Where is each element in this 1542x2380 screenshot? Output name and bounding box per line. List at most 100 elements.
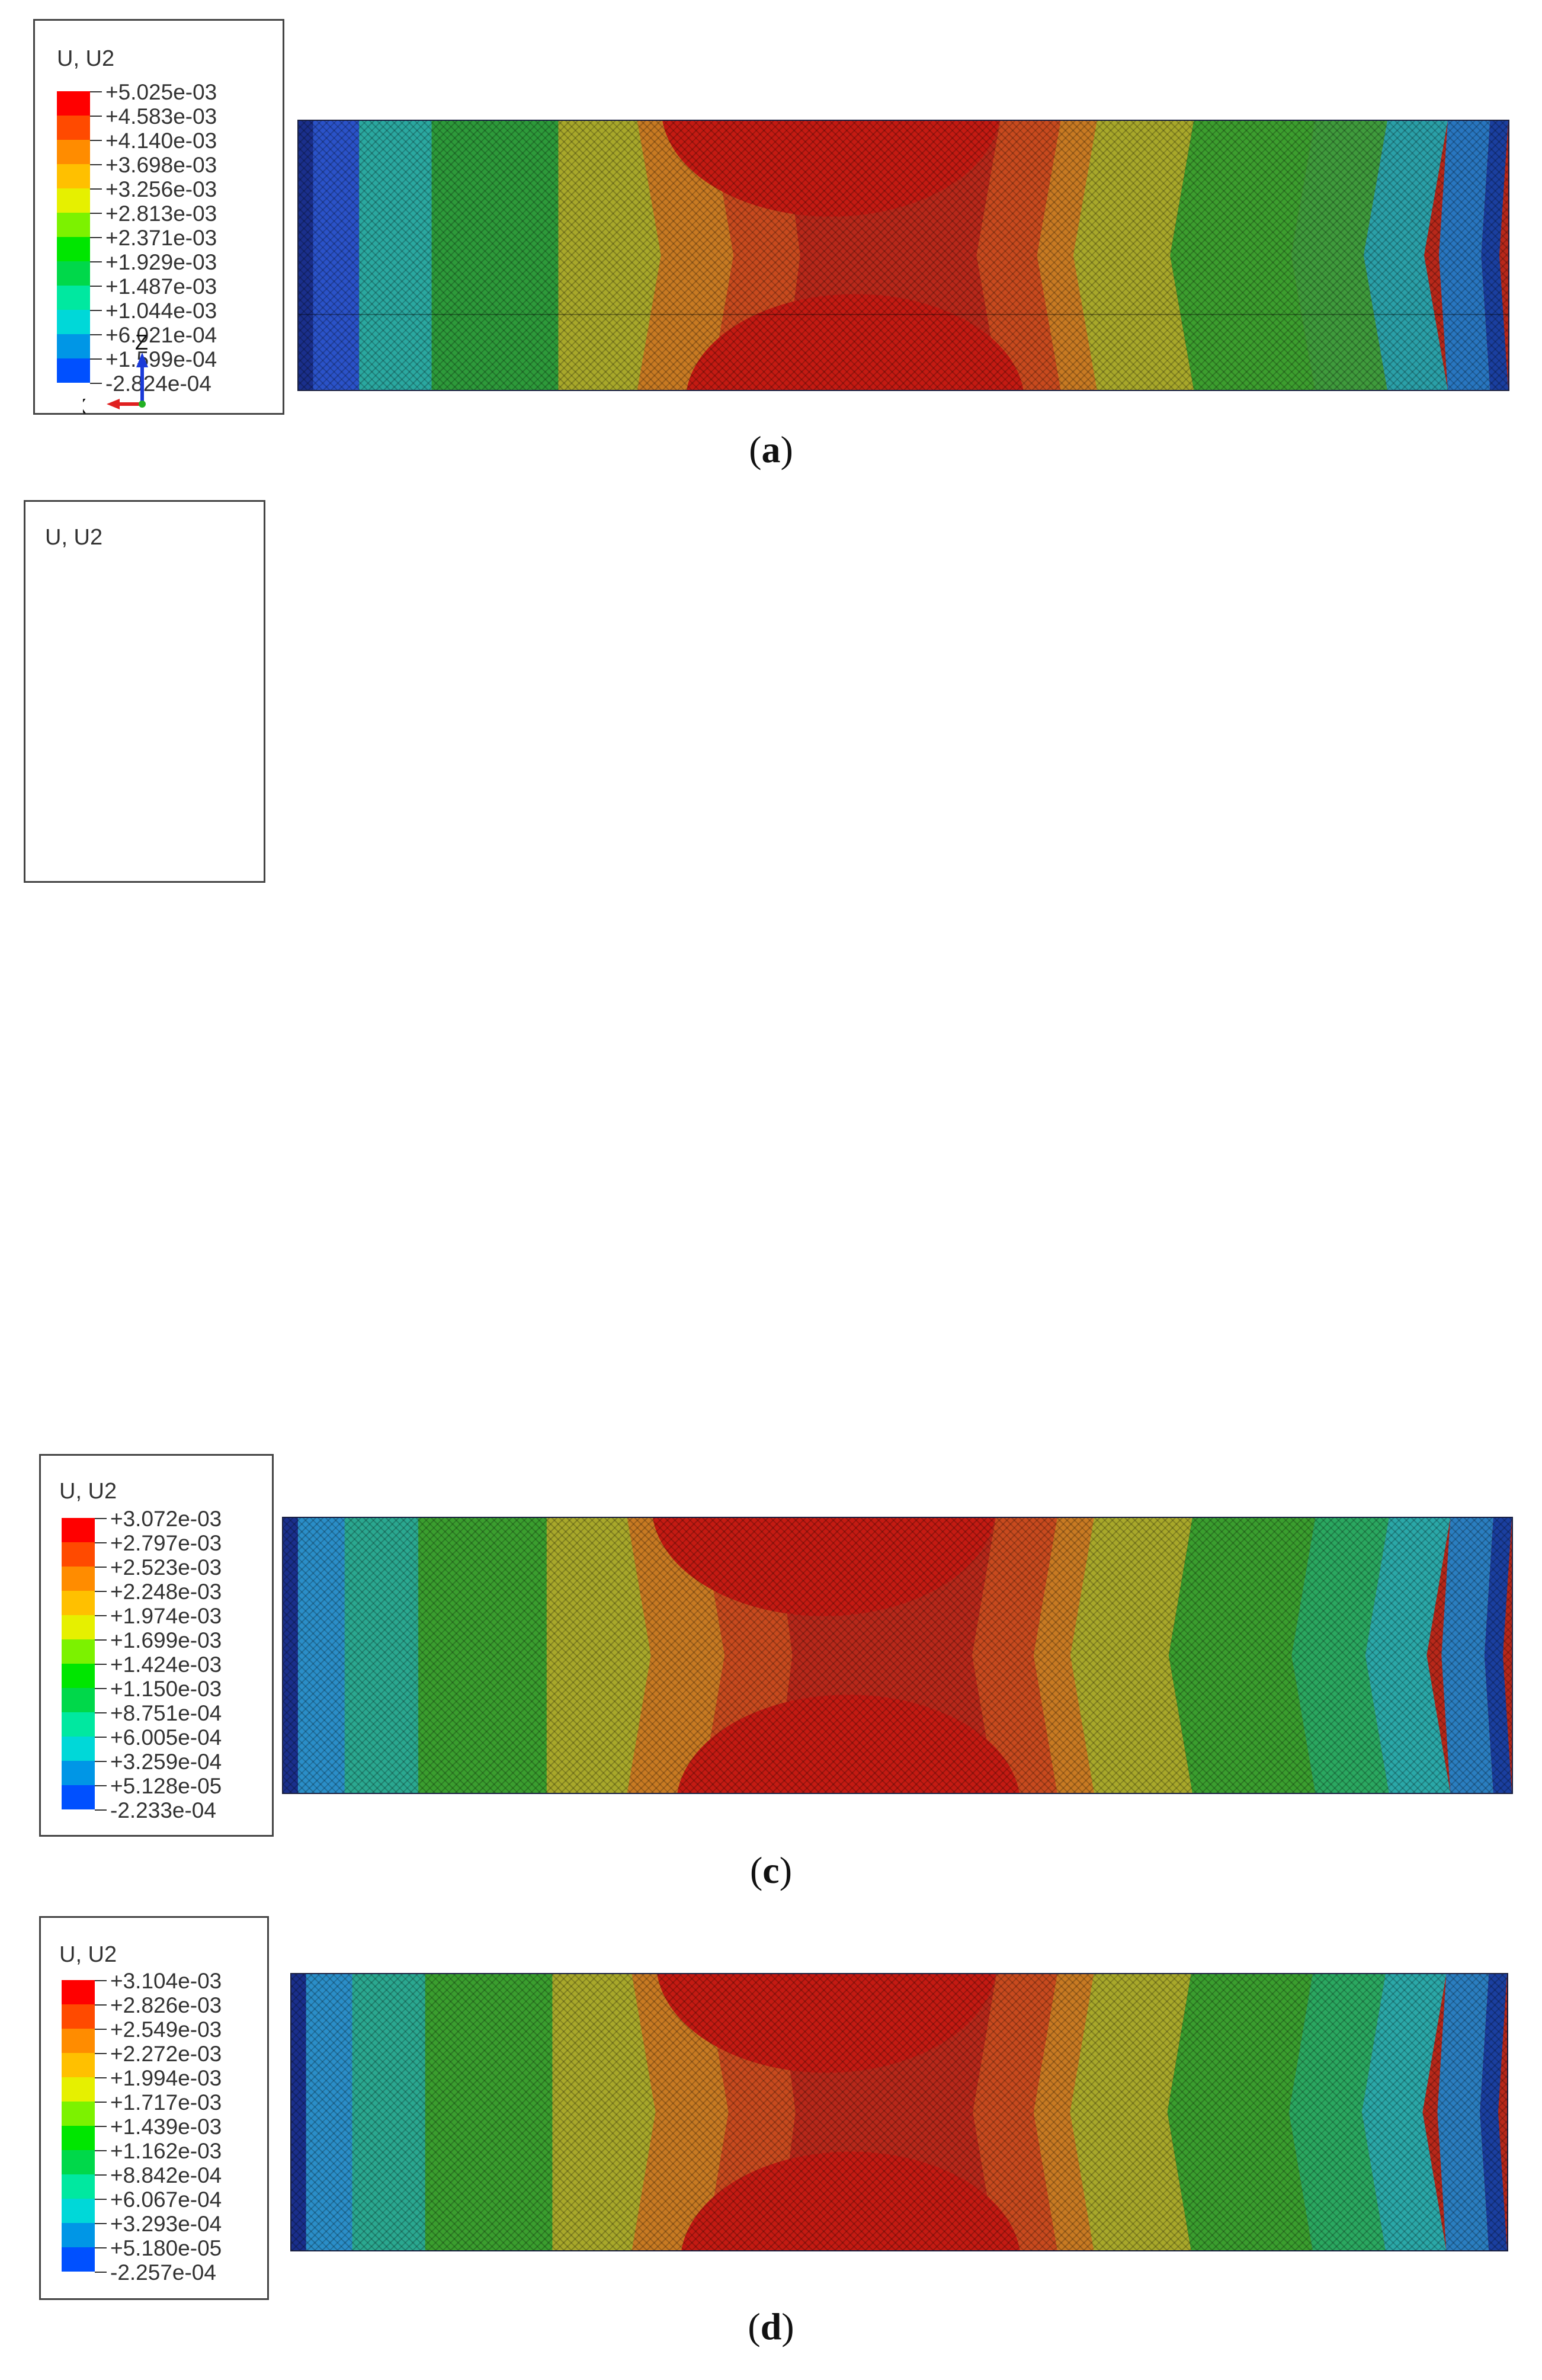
legend-color-band [62,2077,95,2102]
legend-color-band [57,334,90,358]
legend-tick [90,91,102,92]
legend-tick [95,1712,107,1713]
legend-value-label: +6.005e-04 [110,1725,222,1750]
legend-tick [95,2102,107,2103]
contour-band [1363,121,1448,390]
legend-value-label: +1.717e-03 [110,2090,222,2115]
panel-a: U, U2 +5.025e-03 +4.583e-03 +4.140e-03 +3.6… [0,0,1542,486]
legend-color-band [57,140,90,164]
legend-tick [90,140,102,141]
triad-z-label: Z [135,330,148,354]
contour-band [1170,121,1315,390]
legend-value-label: +3.698e-03 [105,153,217,177]
legend-color-band [57,188,90,213]
legend-value-label: +2.549e-03 [110,2017,222,2042]
contour-svg [283,1518,1512,1793]
contour-band [1073,121,1194,390]
legend-tick [95,2272,107,2273]
legend-value-label: +5.180e-05 [110,2236,222,2260]
legend-color-band [57,237,90,261]
legend-color-band [62,2174,95,2199]
legend-value-label: +1.439e-03 [110,2115,222,2139]
legend-value-label: +2.797e-03 [110,1531,222,1555]
panel-d: U, U2 +3.104e-03 +2.826e-03 +2.549e-03 +2.2… [0,1914,1542,2380]
contour-band [1438,121,1490,390]
legend-color-band [62,1761,95,1785]
legend-tick [95,1591,107,1592]
legend-color-band [57,213,90,237]
panel-caption: (c) [749,1849,793,1891]
triad-x-label: X [83,394,86,415]
legend-color-band [62,1688,95,1712]
legend-tick [95,2150,107,2151]
legend-value-label: +3.293e-04 [110,2212,222,2236]
contour-lobe [677,1694,1020,1793]
contour-band [283,1518,299,1793]
legend-title: U, U2 [57,46,115,71]
contour-lobe [652,1518,995,1616]
legend-value-label: +1.699e-03 [110,1628,222,1652]
legend-tick [90,383,102,384]
legend-value-label: +4.583e-03 [105,104,217,129]
legend-title: U, U2 [59,1942,117,1967]
legend-value-label: -2.233e-04 [110,1798,216,1822]
legend-color-band [57,310,90,334]
legend-value-label: +3.072e-03 [110,1507,222,1531]
legend-tick [90,237,102,238]
legend-color-band [62,2053,95,2077]
legend-color-band [62,1591,95,1615]
legend-color-band [62,1664,95,1688]
legend-value-label: +1.599e-04 [105,347,217,371]
legend-color-band [62,1518,95,1542]
legend-tick [90,286,102,287]
contour-band [297,1518,345,1793]
legend-tick [95,1809,107,1811]
contour-band [291,1974,307,2250]
contour-band [516,121,540,390]
contour-plot [297,120,1509,391]
legend-tick [95,1615,107,1616]
legend-value-label: +1.974e-03 [110,1604,222,1628]
legend-tick [90,213,102,214]
legend-value-label: +1.994e-03 [110,2066,222,2090]
legend-color-band [62,2223,95,2247]
legend-tick [95,2247,107,2248]
panel-b: U, U2 U, U2 +3.072e-03 +2.797e-03 +2.523e-… [0,486,1542,2347]
legend-value-label: +4.140e-03 [105,129,217,153]
contour-band [1365,1518,1451,1793]
contour-band [359,121,432,390]
legend-tick [90,358,102,360]
legend-color-band [62,2150,95,2174]
legend-value-label: +1.929e-03 [105,250,217,274]
legend-color-band [62,2029,95,2053]
legend-tick [95,2053,107,2054]
contour-lobe [662,121,999,217]
contour-band [1291,121,1387,390]
legend-color-band [62,1737,95,1761]
legend-tick [95,1542,107,1543]
legend-value-label: +2.523e-03 [110,1555,222,1580]
legend-color-band [57,116,90,140]
legend-value-label: +6.021e-04 [105,323,217,347]
legend-color-band [62,1980,95,2004]
contour-band [313,121,360,390]
contour-band [1484,1518,1512,1793]
legend-tick [90,164,102,165]
legend-tick [95,2029,107,2030]
legend-color-band [62,1542,95,1567]
legend-tick [95,1567,107,1568]
legend-value-label: -2.257e-04 [110,2260,216,2285]
legend-color-band [62,2102,95,2126]
legend-value-label: +2.826e-03 [110,1993,222,2017]
legend-tick [95,1737,107,1738]
legend-color-band [62,1567,95,1591]
legend-value-label: +1.424e-03 [110,1652,222,1677]
legend-value-label: -2.824e-04 [105,371,211,396]
legend-tick [95,1664,107,1665]
legend-value-label: +1.044e-03 [105,299,217,323]
legend-value-label: +8.751e-04 [110,1701,222,1725]
legend-value-label: +3.256e-03 [105,177,217,201]
contour-plot [282,1517,1513,1794]
contour-band [306,1974,353,2250]
legend-tick [90,116,102,117]
